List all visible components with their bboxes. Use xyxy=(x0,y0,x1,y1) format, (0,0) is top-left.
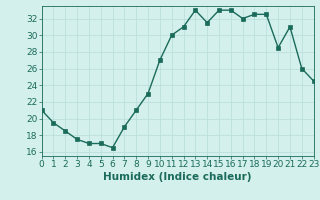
X-axis label: Humidex (Indice chaleur): Humidex (Indice chaleur) xyxy=(103,172,252,182)
